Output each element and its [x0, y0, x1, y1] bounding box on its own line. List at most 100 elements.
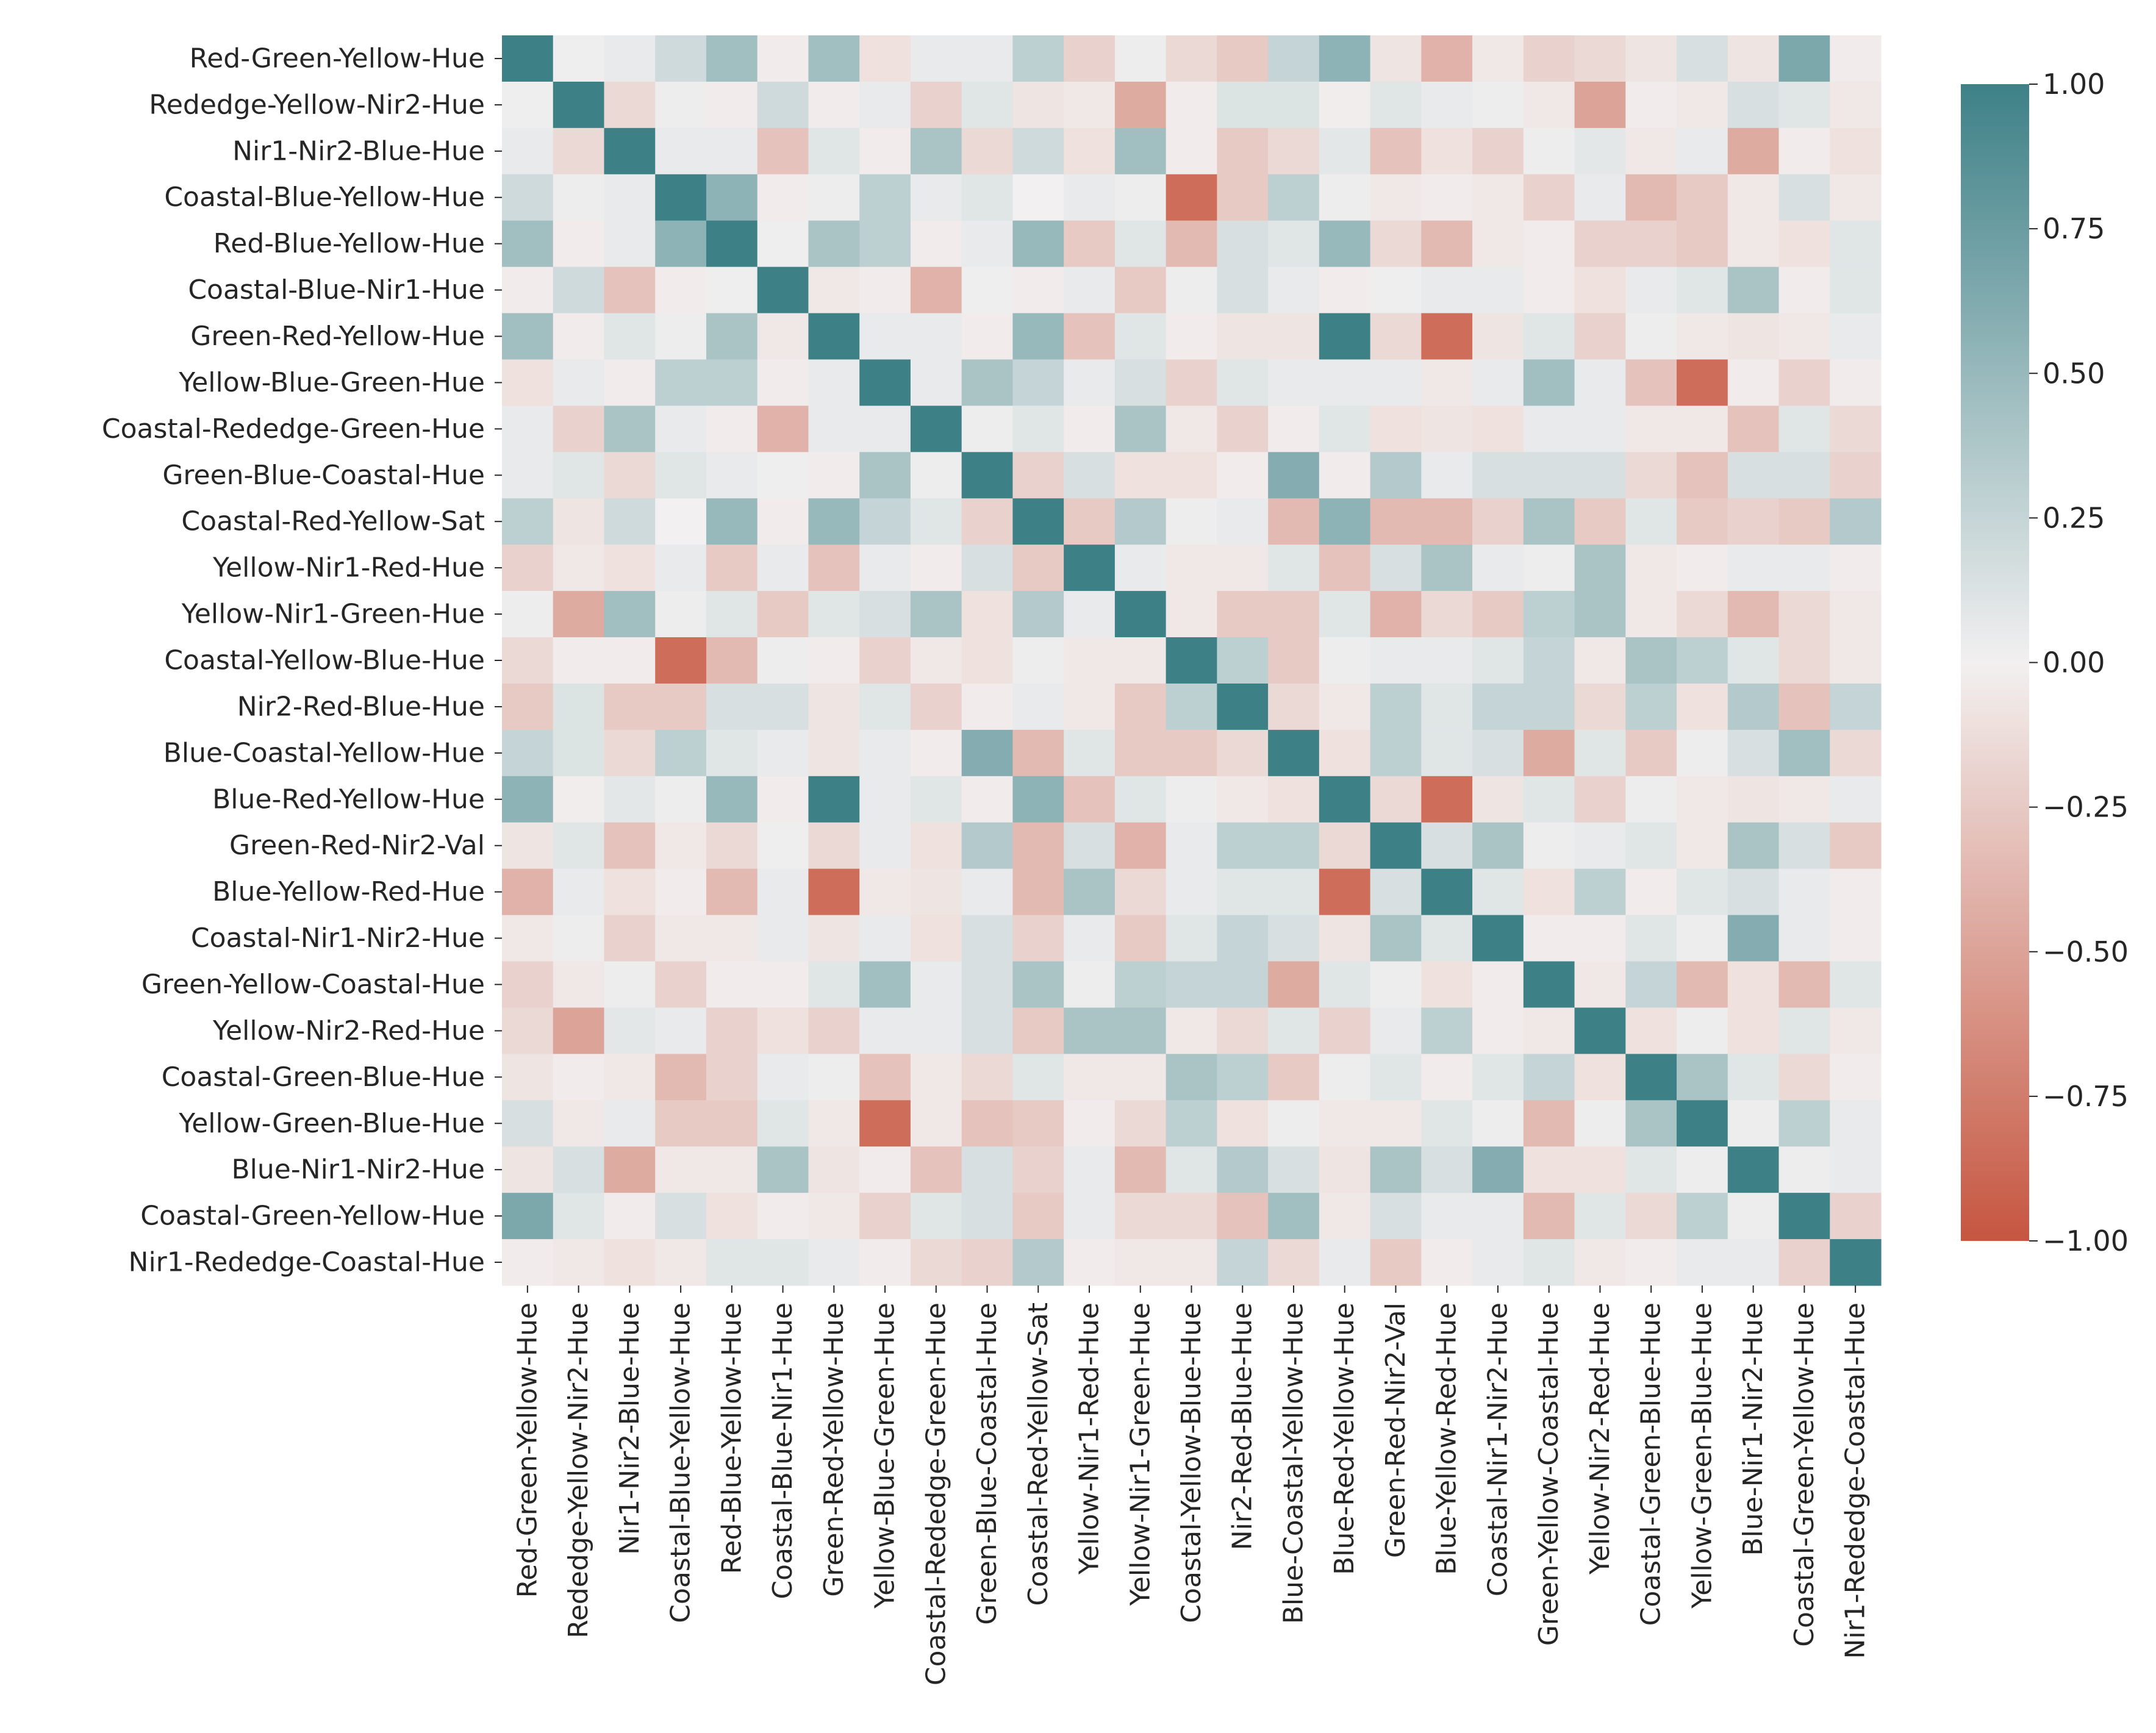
heatmap-cell-r26-c13: [1166, 1239, 1217, 1286]
heatmap-cell-r0-c20: [1523, 35, 1575, 82]
heatmap-cell-r4-c3: [655, 220, 707, 268]
heatmap-cell-r10-c6: [808, 498, 860, 545]
heatmap-cell-r18-c26: [1830, 868, 1882, 916]
heatmap-cell-r17-c22: [1625, 822, 1677, 870]
heatmap-cell-r14-c23: [1677, 683, 1728, 731]
heatmap-cell-r16-c22: [1625, 776, 1677, 823]
heatmap-cell-r14-c11: [1064, 683, 1116, 731]
heatmap-cell-r10-c11: [1064, 498, 1116, 545]
heatmap-cell-r5-c4: [706, 266, 758, 314]
heatmap-cell-r22-c17: [1370, 1054, 1422, 1101]
heatmap-cell-r19-c14: [1217, 915, 1269, 962]
heatmap-cell-r8-c3: [655, 406, 707, 452]
heatmap-cell-r20-c4: [706, 961, 758, 1009]
heatmap-cell-r4-c12: [1114, 220, 1167, 268]
heatmap-cell-r11-c7: [859, 545, 911, 591]
heatmap-cell-r8-c9: [961, 406, 1014, 452]
heatmap-cell-r3-c22: [1625, 174, 1677, 221]
heatmap-cell-r4-c0: [502, 220, 554, 268]
heatmap-cell-r13-c0: [502, 637, 554, 684]
heatmap-cell-r18-c3: [655, 868, 707, 916]
column-label: Nir1-Nir2-Blue-Hue: [614, 1302, 645, 1555]
heatmap-cell-r0-c15: [1268, 35, 1320, 82]
row-label: Coastal-Rededge-Green-Hue: [102, 413, 485, 445]
heatmap-cell-r19-c25: [1778, 915, 1830, 962]
heatmap-cell-r4-c24: [1727, 220, 1780, 268]
heatmap-cell-r11-c1: [553, 545, 605, 591]
heatmap-cell-r9-c3: [655, 452, 707, 499]
heatmap-cell-r24-c0: [502, 1146, 554, 1193]
heatmap-cell-r25-c25: [1778, 1193, 1830, 1240]
heatmap-cell-r5-c22: [1625, 266, 1677, 314]
column-label: Yellow-Nir2-Red-Hue: [1585, 1302, 1616, 1575]
column-label: Coastal-Red-Yellow-Sat: [1023, 1302, 1054, 1606]
heatmap-cell-r4-c4: [706, 220, 758, 268]
heatmap-cell-r19-c6: [808, 915, 860, 962]
column-label: Blue-Coastal-Yellow-Hue: [1278, 1302, 1309, 1624]
heatmap-cell-r8-c6: [808, 406, 860, 452]
heatmap-cell-r17-c1: [553, 822, 605, 870]
heatmap-cell-r16-c18: [1421, 776, 1473, 823]
heatmap-cell-r18-c24: [1727, 868, 1780, 916]
heatmap-cell-r3-c12: [1114, 174, 1167, 221]
heatmap-cell-r19-c11: [1064, 915, 1116, 962]
heatmap-cell-r14-c9: [961, 683, 1014, 731]
heatmap-cell-r8-c25: [1778, 406, 1830, 452]
heatmap-cell-r24-c11: [1064, 1146, 1116, 1193]
heatmap-cell-r24-c22: [1625, 1146, 1677, 1193]
heatmap-cell-r11-c15: [1268, 545, 1320, 591]
heatmap-cell-r3-c25: [1778, 174, 1830, 221]
heatmap-cell-r20-c5: [757, 961, 809, 1009]
heatmap-cell-r13-c16: [1319, 637, 1371, 684]
heatmap-cell-r4-c16: [1319, 220, 1371, 268]
heatmap-cell-r12-c23: [1677, 591, 1728, 638]
heatmap-cell-r12-c19: [1472, 591, 1524, 638]
heatmap-cell-r5-c1: [553, 266, 605, 314]
heatmap-cell-r0-c22: [1625, 35, 1677, 82]
heatmap-cell-r24-c3: [655, 1146, 707, 1193]
heatmap-cell-r11-c22: [1625, 545, 1677, 591]
heatmap-cell-r18-c15: [1268, 868, 1320, 916]
heatmap-cell-r12-c15: [1268, 591, 1320, 638]
heatmap-cell-r1-c7: [859, 81, 911, 129]
heatmap-cell-r5-c16: [1319, 266, 1371, 314]
heatmap-cell-r6-c11: [1064, 313, 1116, 360]
heatmap-cell-r21-c8: [910, 1007, 962, 1054]
heatmap-cell-r7-c25: [1778, 359, 1830, 407]
heatmap-cell-r19-c18: [1421, 915, 1473, 962]
heatmap-cell-r26-c7: [859, 1239, 911, 1286]
heatmap-cell-r24-c13: [1166, 1146, 1217, 1193]
heatmap-cell-r15-c12: [1114, 729, 1167, 777]
heatmap-cell-r0-c5: [757, 35, 809, 82]
heatmap-cell-r13-c17: [1370, 637, 1422, 684]
heatmap-cell-r14-c15: [1268, 683, 1320, 731]
heatmap-cell-r12-c22: [1625, 591, 1677, 638]
heatmap-cell-r1-c4: [706, 81, 758, 129]
heatmap-cell-r7-c6: [808, 359, 860, 407]
heatmap-cell-r11-c19: [1472, 545, 1524, 591]
heatmap-cell-r16-c14: [1217, 776, 1269, 823]
heatmap-cell-r24-c24: [1727, 1146, 1780, 1193]
heatmap-cell-r3-c24: [1727, 174, 1780, 221]
heatmap-cell-r12-c4: [706, 591, 758, 638]
heatmap-cell-r4-c11: [1064, 220, 1116, 268]
heatmap-cell-r9-c25: [1778, 452, 1830, 499]
heatmap-cell-r10-c25: [1778, 498, 1830, 545]
heatmap-cell-r14-c19: [1472, 683, 1524, 731]
heatmap-cell-r14-c20: [1523, 683, 1575, 731]
heatmap-cell-r21-c5: [757, 1007, 809, 1054]
heatmap-cell-r24-c8: [910, 1146, 962, 1193]
heatmap-cell-r23-c22: [1625, 1100, 1677, 1147]
heatmap-cell-r9-c8: [910, 452, 962, 499]
heatmap-cell-r9-c16: [1319, 452, 1371, 499]
heatmap-cell-r20-c1: [553, 961, 605, 1009]
heatmap-cell-r18-c6: [808, 868, 860, 916]
heatmap-cell-r10-c12: [1114, 498, 1167, 545]
heatmap-cell-r16-c13: [1166, 776, 1217, 823]
heatmap-cell-r1-c5: [757, 81, 809, 129]
heatmap-cell-r12-c7: [859, 591, 911, 638]
heatmap-cell-r5-c7: [859, 266, 911, 314]
heatmap-cell-r0-c14: [1217, 35, 1269, 82]
heatmap-cell-r23-c2: [604, 1100, 656, 1147]
heatmap-cell-r25-c10: [1012, 1193, 1064, 1240]
